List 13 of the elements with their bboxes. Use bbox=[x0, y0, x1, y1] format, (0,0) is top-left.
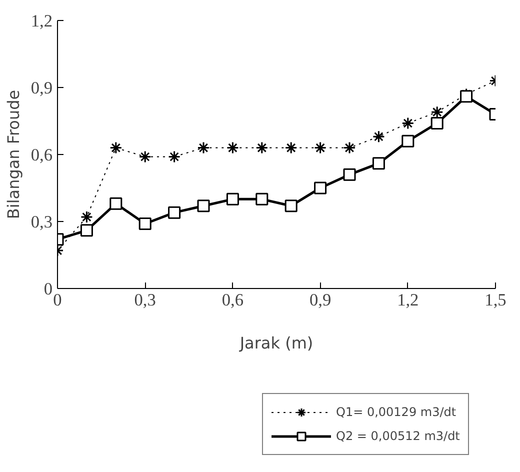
legend-label: Q2 = 0,00512 m3/dt bbox=[336, 429, 460, 443]
y-tick-label: 0,9 bbox=[30, 78, 53, 98]
x-tick-label: 1,2 bbox=[397, 290, 419, 310]
x-axis-title: Jarak (m) bbox=[238, 334, 314, 352]
legend-label: Q1= 0,00129 m3/dt bbox=[336, 405, 456, 419]
x-tick-label: 1,5 bbox=[484, 290, 506, 310]
x-tick-label: 0,9 bbox=[309, 290, 332, 310]
y-tick-label: 0,3 bbox=[30, 212, 53, 232]
y-tick-label: 1,2 bbox=[30, 12, 53, 30]
x-tick-label: 0,3 bbox=[134, 290, 156, 310]
y-axis-title: Bilangan Froude bbox=[4, 90, 23, 220]
y-tick-label: 0,6 bbox=[30, 146, 53, 164]
x-tick-label: 0,6 bbox=[222, 290, 244, 310]
